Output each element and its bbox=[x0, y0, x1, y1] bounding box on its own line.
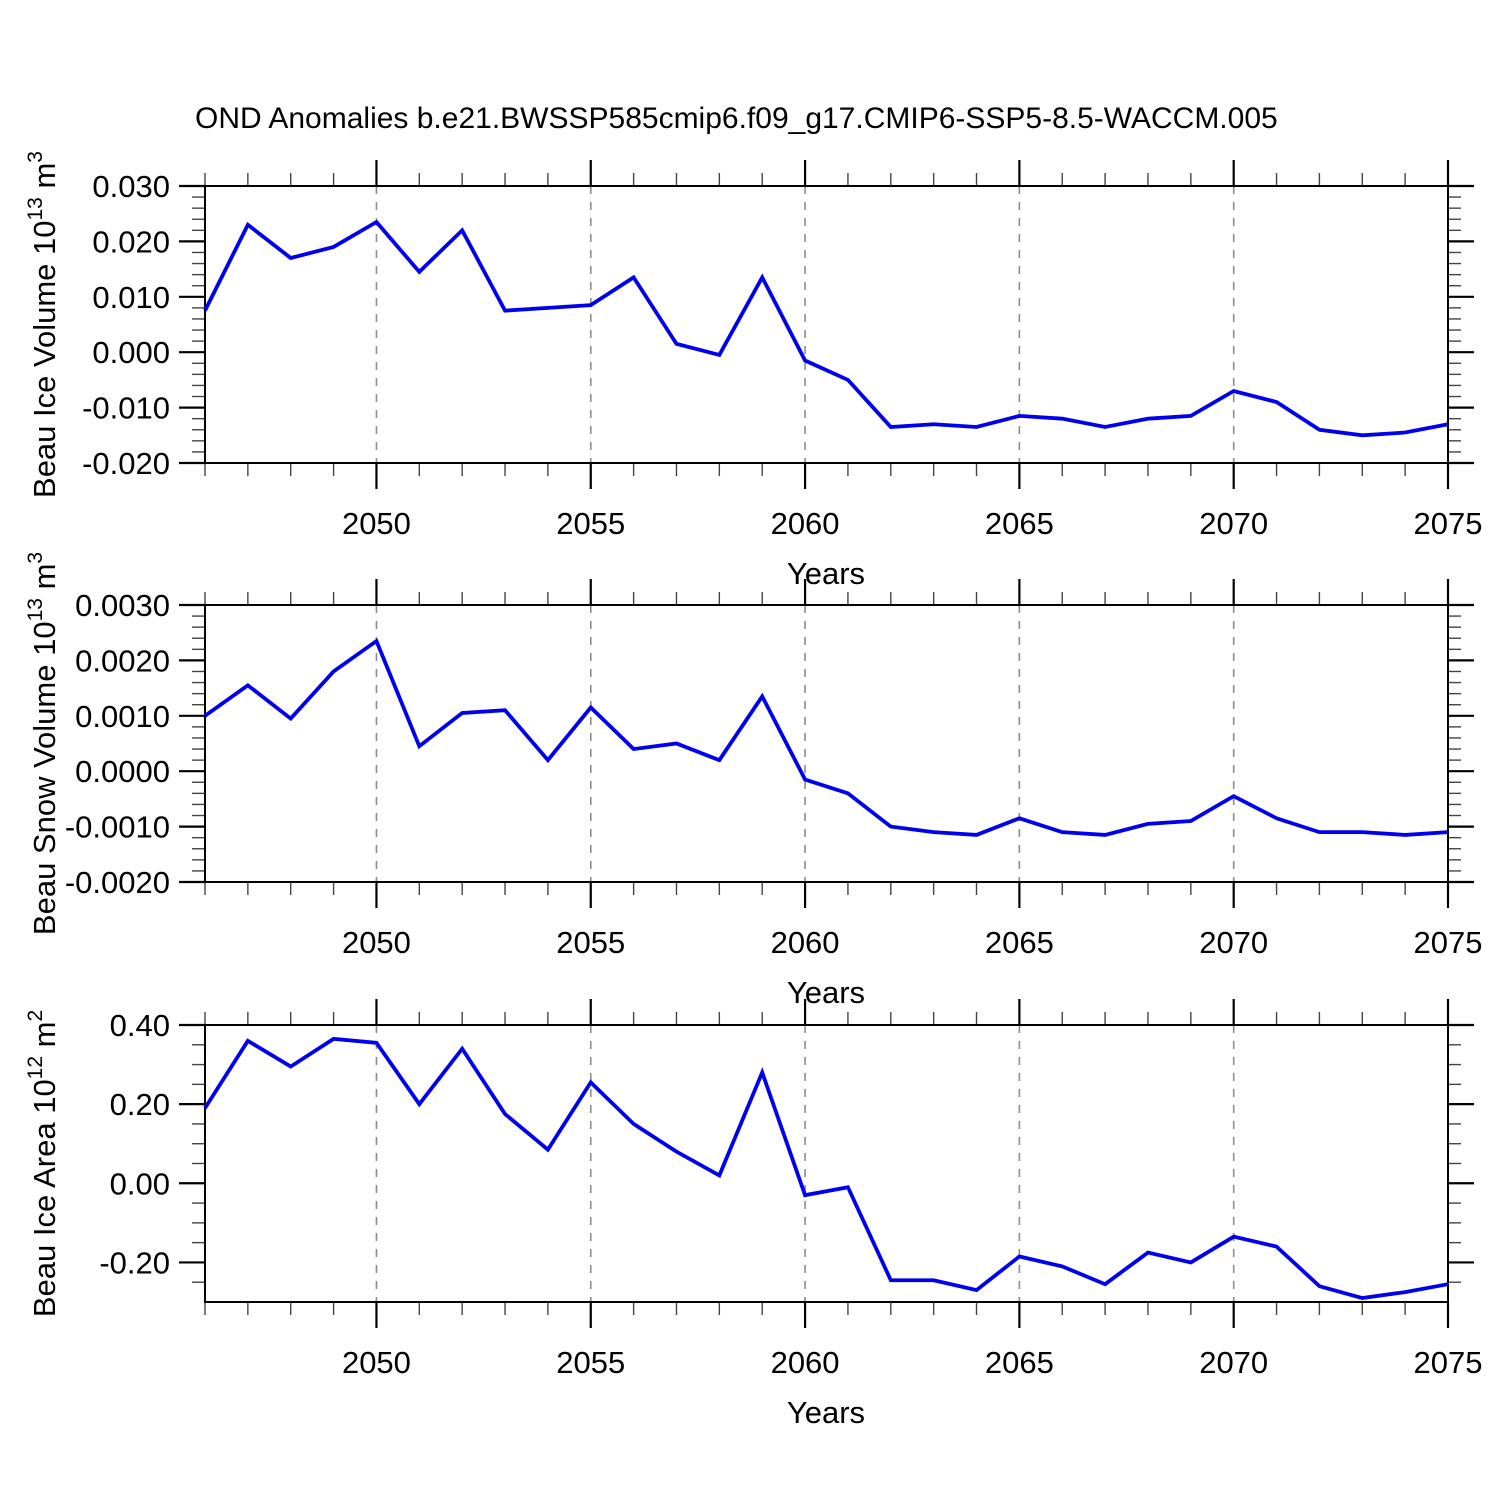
x-tick-label: 2050 bbox=[342, 925, 411, 960]
y-tick-label: 0.010 bbox=[92, 280, 170, 315]
x-tick-label: 2060 bbox=[771, 506, 840, 541]
x-tick-label: 2075 bbox=[1414, 1345, 1483, 1380]
x-tick-label: 2055 bbox=[556, 925, 625, 960]
y-tick-label: -0.020 bbox=[82, 446, 170, 481]
x-ticks bbox=[204, 999, 1450, 1328]
y-tick-label: 0.000 bbox=[92, 335, 170, 370]
y-axis-title-panel-1: Beau Ice Volume 1013 m3 bbox=[24, 151, 62, 498]
series-line-2 bbox=[203, 1036, 1449, 1300]
y-tick-label: -0.0010 bbox=[65, 810, 170, 845]
x-axis-title-panel-2: Years bbox=[787, 975, 865, 1010]
gridlines bbox=[375, 186, 1235, 463]
y-tick-labels: 0.030 0.020 0.010 0.000 -0.010 -0.020 bbox=[82, 169, 170, 481]
y-ticks bbox=[179, 603, 1474, 884]
series-line-0 bbox=[203, 219, 1449, 438]
plot-frame bbox=[204, 185, 1449, 464]
x-tick-label: 2065 bbox=[985, 506, 1054, 541]
y-tick-label: -0.0020 bbox=[65, 865, 170, 900]
x-ticks bbox=[204, 579, 1450, 908]
y-tick-label: 0.0020 bbox=[75, 643, 170, 678]
y-tick-label: 0.030 bbox=[92, 169, 170, 204]
y-axis-title-panel-3: Beau Ice Area 1012 m2 bbox=[24, 1010, 62, 1317]
figure-title: OND Anomalies b.e21.BWSSP585cmip6.f09_g1… bbox=[195, 102, 1278, 135]
x-tick-label: 2065 bbox=[985, 1345, 1054, 1380]
x-tick-label: 2060 bbox=[771, 1345, 840, 1380]
gridlines bbox=[375, 1025, 1235, 1302]
y-ticks bbox=[179, 1023, 1474, 1283]
y-tick-label: 0.40 bbox=[110, 1008, 170, 1043]
x-tick-label: 2050 bbox=[342, 1345, 411, 1380]
y-tick-label: 0.020 bbox=[92, 224, 170, 259]
plot-frame bbox=[204, 1024, 1449, 1303]
x-tick-labels: 2050 2055 2060 2065 2070 2075 bbox=[342, 506, 1483, 541]
y-tick-labels: 0.40 0.20 0.00 -0.20 bbox=[99, 1008, 170, 1280]
panel-ice-volume: 0.030 0.020 0.010 0.000 -0.010 -0.020 2050 2055… bbox=[24, 151, 1482, 541]
x-tick-labels: 2050 2055 2060 2065 2070 2075 bbox=[342, 1345, 1483, 1380]
y-tick-labels: 0.0030 0.0020 0.0010 0.0000 -0.0010 -0.0020 bbox=[65, 588, 170, 900]
y-tick-label: 0.20 bbox=[110, 1087, 170, 1122]
x-ticks bbox=[204, 160, 1450, 489]
x-axis-title-panel-1: Years bbox=[787, 556, 865, 591]
y-tick-label: 0.0030 bbox=[75, 588, 170, 623]
x-tick-label: 2070 bbox=[1199, 1345, 1268, 1380]
panel-snow-volume: 0.0030 0.0020 0.0010 0.0000 -0.0010 -0.0020 20… bbox=[24, 552, 1482, 960]
x-tick-label: 2055 bbox=[556, 1345, 625, 1380]
gridlines bbox=[375, 605, 1235, 882]
x-tick-label: 2060 bbox=[771, 925, 840, 960]
x-tick-label: 2050 bbox=[342, 506, 411, 541]
x-tick-label: 2070 bbox=[1199, 925, 1268, 960]
x-tick-label: 2075 bbox=[1414, 506, 1483, 541]
x-tick-label: 2070 bbox=[1199, 506, 1268, 541]
series-line-1 bbox=[203, 638, 1449, 837]
x-tick-label: 2055 bbox=[556, 506, 625, 541]
y-tick-label: 0.00 bbox=[110, 1166, 170, 1201]
panel-ice-area: 0.40 0.20 0.00 -0.20 2050 2055 2060 2065 2070 207… bbox=[24, 999, 1482, 1380]
y-ticks bbox=[179, 184, 1474, 465]
x-tick-label: 2065 bbox=[985, 925, 1054, 960]
y-tick-label: -0.20 bbox=[99, 1245, 170, 1280]
y-tick-label: 0.0000 bbox=[75, 754, 170, 789]
y-tick-label: -0.010 bbox=[82, 391, 170, 426]
x-tick-labels: 2050 2055 2060 2065 2070 2075 bbox=[342, 925, 1483, 960]
y-tick-label: 0.0010 bbox=[75, 699, 170, 734]
x-tick-label: 2075 bbox=[1414, 925, 1483, 960]
y-axis-title-panel-2: Beau Snow Volume 1013 m3 bbox=[24, 552, 62, 935]
x-axis-title-panel-3: Years bbox=[787, 1395, 865, 1430]
plot-frame bbox=[204, 604, 1449, 883]
